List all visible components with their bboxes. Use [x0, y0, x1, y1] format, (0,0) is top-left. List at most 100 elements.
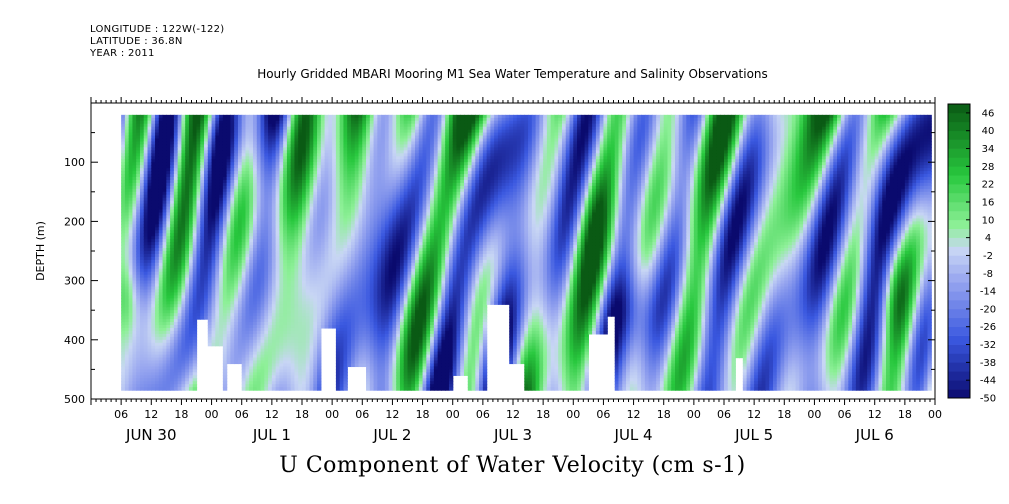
heatmap-cell: [222, 194, 228, 199]
heatmap-cell: [177, 144, 183, 148]
heatmap-cell: [136, 316, 141, 320]
heatmap-cell: [143, 357, 149, 362]
heatmap-cell: [166, 366, 171, 370]
heatmap-cell: [162, 221, 167, 225]
heatmap-cell: [139, 351, 145, 356]
heatmap-cell: [222, 236, 228, 240]
heatmap-cell: [173, 316, 179, 320]
heatmap-cell: [151, 227, 156, 231]
heatmap-cell: [177, 333, 183, 338]
heatmap-cell: [215, 304, 220, 308]
heatmap-cell: [222, 363, 228, 368]
heatmap-cell: [302, 387, 307, 391]
heatmap-cell: [204, 295, 209, 299]
heatmap-cell: [204, 212, 209, 217]
heatmap-cell: [132, 360, 137, 365]
heatmap-cell: [188, 283, 194, 288]
heatmap-cell: [222, 206, 228, 211]
heatmap-cell: [219, 218, 224, 222]
heatmap-cell: [128, 327, 134, 332]
heatmap-cell: [192, 253, 198, 258]
heatmap-cell: [196, 239, 201, 243]
heatmap-cell: [192, 345, 198, 350]
heatmap-cell: [136, 147, 141, 151]
heatmap-cell: [219, 268, 224, 273]
heatmap-cell: [170, 126, 175, 131]
heatmap-cell: [177, 319, 183, 323]
heatmap-cell: [155, 206, 160, 211]
heatmap-cell: [158, 265, 164, 270]
heatmap-cell: [200, 292, 205, 296]
heatmap-cell: [192, 295, 198, 299]
heatmap-cell: [136, 336, 141, 341]
heatmap-cell: [147, 262, 152, 267]
heatmap-cell: [162, 336, 167, 341]
heatmap-cell: [222, 330, 228, 335]
heatmap-cell: [222, 271, 228, 276]
heatmap-cell: [215, 200, 220, 205]
heatmap-cell: [139, 239, 145, 243]
heatmap-cell: [211, 292, 216, 296]
heatmap-cell: [162, 245, 167, 249]
heatmap-cell: [188, 191, 194, 196]
heatmap-cell: [128, 221, 134, 225]
heatmap-cell: [204, 256, 209, 261]
heatmap-cell: [188, 165, 194, 169]
heatmap-cell: [177, 307, 183, 311]
heatmap-cell: [121, 381, 126, 385]
heatmap-cell: [204, 129, 209, 134]
heatmap-cell: [215, 162, 220, 166]
heatmap-cell: [170, 339, 175, 344]
heatmap-cell: [121, 330, 126, 335]
heatmap-cell: [207, 206, 213, 211]
heatmap-cell: [181, 123, 186, 128]
heatmap-cell: [128, 375, 134, 379]
heatmap-cell: [192, 185, 198, 190]
heatmap-cell: [173, 333, 179, 338]
heatmap-cell: [226, 292, 232, 296]
heatmap-cell: [192, 224, 198, 228]
heatmap-cell: [185, 333, 190, 338]
heatmap-cell: [222, 188, 228, 193]
heatmap-cell: [192, 256, 198, 261]
heatmap-cell: [136, 342, 141, 347]
heatmap-cell: [136, 262, 141, 267]
latitude-label: LATITUDE : 36.8N: [90, 36, 183, 47]
heatmap-cell: [136, 313, 141, 317]
heatmap-cell: [188, 262, 194, 267]
heatmap-cell: [166, 307, 171, 311]
heatmap-cell: [181, 277, 186, 282]
heatmap-cell: [215, 319, 220, 323]
heatmap-cell: [139, 215, 145, 220]
heatmap-cell: [211, 245, 216, 249]
heatmap-cell: [204, 150, 209, 154]
heatmap-cell: [147, 271, 152, 276]
heatmap-cell: [139, 230, 145, 234]
heatmap-cell: [121, 316, 126, 320]
heatmap-cell: [219, 283, 224, 288]
heatmap-cell: [219, 126, 224, 131]
heatmap-cell: [147, 132, 152, 137]
heatmap-cell: [139, 114, 145, 119]
heatmap-cell: [151, 248, 156, 252]
heatmap-cell: [192, 342, 198, 347]
heatmap-cell: [128, 363, 134, 368]
heatmap-cell: [211, 177, 216, 181]
heatmap-cell: [166, 295, 171, 299]
heatmap-cell: [219, 262, 224, 267]
heatmap-cell: [128, 218, 134, 222]
heatmap-cell: [158, 233, 164, 237]
heatmap-cell: [211, 333, 216, 338]
heatmap-cell: [226, 168, 232, 172]
heatmap-cell: [226, 150, 232, 154]
heatmap-cell: [155, 295, 160, 299]
heatmap-cell: [155, 114, 160, 119]
heatmap-cell: [200, 135, 205, 140]
heatmap-cell: [188, 292, 194, 296]
heatmap-cell: [162, 230, 167, 234]
heatmap-cell: [158, 132, 164, 137]
heatmap-cell: [188, 289, 194, 294]
heatmap-cell: [226, 333, 232, 338]
heatmap-cell: [151, 177, 156, 181]
